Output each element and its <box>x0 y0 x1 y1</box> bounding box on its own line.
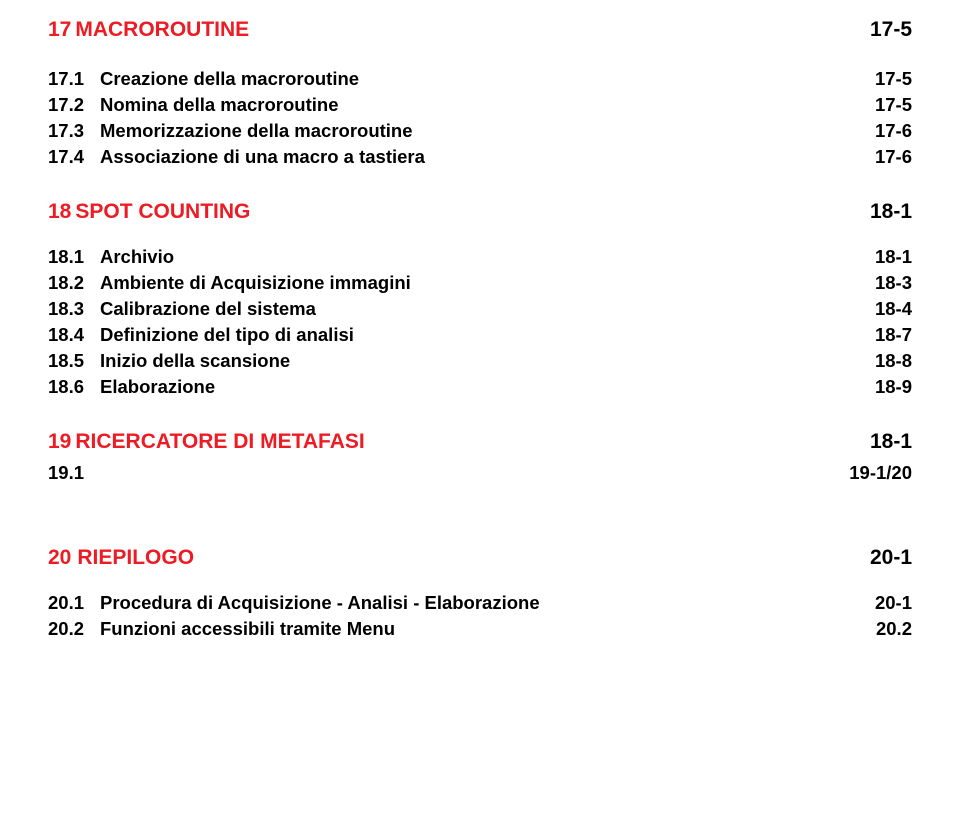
section-num: 18.6 <box>48 376 100 398</box>
section-18-6: 18.6Elaborazione 18-9 <box>48 376 912 398</box>
section-page: 20-1 <box>875 592 912 614</box>
section-page: 17-6 <box>875 146 912 168</box>
chapter-17-page: 17-5 <box>870 18 912 42</box>
section-page: 18-4 <box>875 298 912 320</box>
section-title: Funzioni accessibili tramite Menu <box>100 618 395 639</box>
section-17-2: 17.2Nomina della macroroutine 17-5 <box>48 94 912 116</box>
section-18-3: 18.3Calibrazione del sistema 18-4 <box>48 298 912 320</box>
section-page: 17-6 <box>875 120 912 142</box>
chapter-18-left: 18SPOT COUNTING <box>48 200 250 224</box>
section-title: Procedura di Acquisizione - Analisi - El… <box>100 592 540 613</box>
section-num: 17.1 <box>48 68 100 90</box>
section-18-2: 18.2Ambiente di Acquisizione immagini 18… <box>48 272 912 294</box>
chapter-20-left: 20 RIEPILOGO <box>48 546 194 570</box>
toc-page: 17MACROROUTINE 17-5 17.1Creazione della … <box>0 0 960 662</box>
section-num: 17.3 <box>48 120 100 142</box>
section-17-1: 17.1Creazione della macroroutine 17-5 <box>48 68 912 90</box>
section-num: 19.1 <box>48 462 100 484</box>
section-num: 18.4 <box>48 324 100 346</box>
chapter-20-title: RIEPILOGO <box>77 546 194 569</box>
chapter-17-title: MACROROUTINE <box>75 18 249 41</box>
section-17-4: 17.4Associazione di una macro a tastiera… <box>48 146 912 168</box>
chapter-19-header: 19RICERCATORE DI METAFASI 18-1 <box>48 430 912 454</box>
section-page: 19-1/20 <box>849 462 912 484</box>
section-title: Definizione del tipo di analisi <box>100 324 354 345</box>
section-num: 17.2 <box>48 94 100 116</box>
section-title: Memorizzazione della macroroutine <box>100 120 413 141</box>
section-title: Ambiente di Acquisizione immagini <box>100 272 411 293</box>
chapter-17-left: 17MACROROUTINE <box>48 18 249 42</box>
chapter-18-title: SPOT COUNTING <box>75 200 250 223</box>
section-title: Archivio <box>100 246 174 267</box>
section-17-3: 17.3Memorizzazione della macroroutine 17… <box>48 120 912 142</box>
section-title: Associazione di una macro a tastiera <box>100 146 425 167</box>
section-num: 20.2 <box>48 618 100 640</box>
chapter-18-header: 18SPOT COUNTING 18-1 <box>48 200 912 224</box>
section-page: 18-8 <box>875 350 912 372</box>
section-title: Inizio della scansione <box>100 350 290 371</box>
section-page: 18-1 <box>875 246 912 268</box>
section-num: 20.1 <box>48 592 100 614</box>
section-page: 18-3 <box>875 272 912 294</box>
section-19-1: 19.1 19-1/20 <box>48 462 912 484</box>
section-num: 17.4 <box>48 146 100 168</box>
section-18-5: 18.5Inizio della scansione 18-8 <box>48 350 912 372</box>
section-page: 18-7 <box>875 324 912 346</box>
chapter-20-page: 20-1 <box>870 546 912 570</box>
section-title: Creazione della macroroutine <box>100 68 359 89</box>
section-num: 18.2 <box>48 272 100 294</box>
section-title: Calibrazione del sistema <box>100 298 316 319</box>
chapter-19-title: RICERCATORE DI METAFASI <box>75 430 364 453</box>
chapter-19-left: 19RICERCATORE DI METAFASI <box>48 430 365 454</box>
section-page: 17-5 <box>875 68 912 90</box>
section-num: 18.1 <box>48 246 100 268</box>
chapter-20-header: 20 RIEPILOGO 20-1 <box>48 546 912 570</box>
section-20-2: 20.2Funzioni accessibili tramite Menu 20… <box>48 618 912 640</box>
section-title: Nomina della macroroutine <box>100 94 339 115</box>
section-page: 20.2 <box>876 618 912 640</box>
chapter-19-prefix: 19 <box>48 430 71 453</box>
section-18-4: 18.4Definizione del tipo di analisi 18-7 <box>48 324 912 346</box>
chapter-19-page: 18-1 <box>870 430 912 454</box>
chapter-18-page: 18-1 <box>870 200 912 224</box>
section-num: 18.3 <box>48 298 100 320</box>
section-20-1: 20.1Procedura di Acquisizione - Analisi … <box>48 592 912 614</box>
section-page: 18-9 <box>875 376 912 398</box>
chapter-20-prefix: 20 <box>48 546 71 569</box>
section-18-1: 18.1Archivio 18-1 <box>48 246 912 268</box>
section-page: 17-5 <box>875 94 912 116</box>
section-title: Elaborazione <box>100 376 215 397</box>
chapter-18-prefix: 18 <box>48 200 71 223</box>
chapter-17-header: 17MACROROUTINE 17-5 <box>48 18 912 42</box>
chapter-17-prefix: 17 <box>48 18 71 41</box>
section-num: 18.5 <box>48 350 100 372</box>
